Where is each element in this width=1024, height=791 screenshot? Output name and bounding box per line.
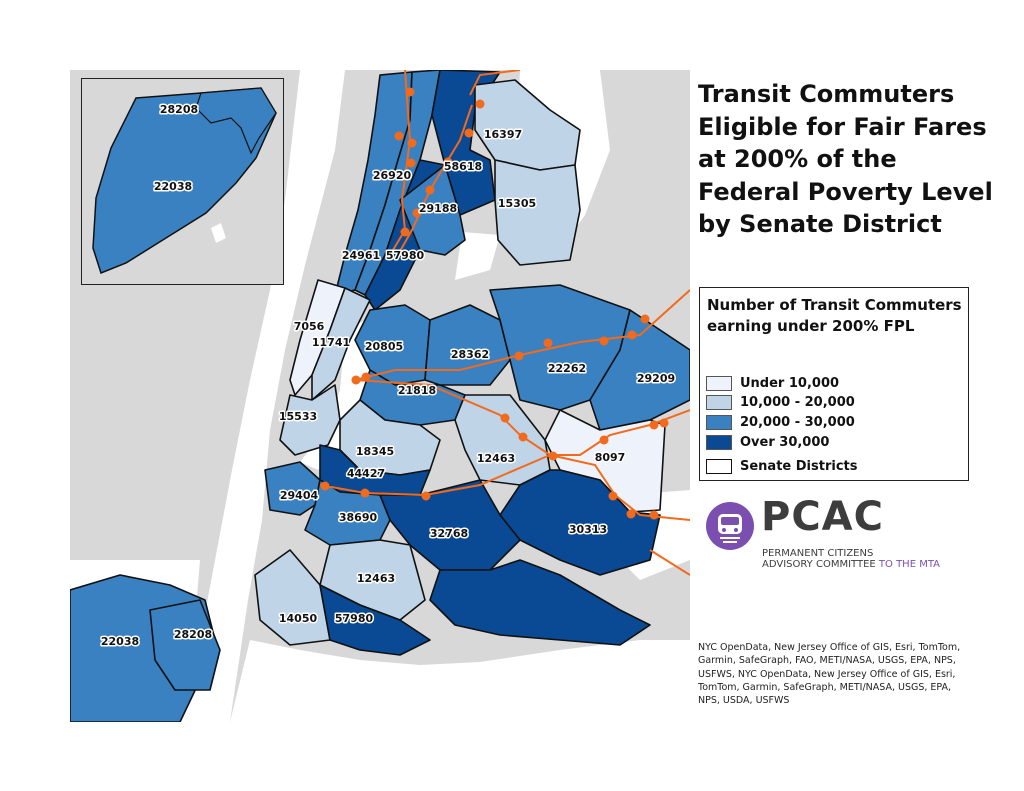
label-d12463: 12463 bbox=[357, 572, 395, 585]
district-14050[interactable] bbox=[254, 549, 331, 646]
map-canvas: 16397 58618 26920 29188 15305 24961 5798… bbox=[70, 70, 690, 722]
pcac-logo: PCAC PERMANENT CITIZENS ADVISORY COMMITT… bbox=[705, 494, 955, 576]
district-20805[interactable] bbox=[354, 304, 431, 386]
rail-stations bbox=[320, 87, 669, 520]
legend-swatch bbox=[706, 458, 732, 474]
logo-name-accent: TO THE MTA bbox=[878, 559, 940, 570]
legend-swatch bbox=[706, 434, 732, 450]
legend-label: 20,000 - 30,000 bbox=[740, 414, 855, 430]
map-title: Transit Commuters Eligible for Fair Fare… bbox=[698, 80, 993, 238]
staten-island-inset[interactable]: 28208 22038 bbox=[81, 78, 284, 285]
label-24961: 24961 bbox=[342, 249, 380, 262]
label-28362: 28362 bbox=[451, 348, 489, 361]
label-28208-main: 28208 bbox=[174, 628, 212, 641]
label-30313: 30313 bbox=[569, 523, 607, 536]
legend-swatch bbox=[706, 394, 732, 410]
inset-pond bbox=[211, 223, 226, 243]
logo-name-line2: ADVISORY COMMITTEE TO THE MTA bbox=[762, 559, 940, 570]
district-15305[interactable] bbox=[454, 394, 551, 486]
label-21818: 21818 bbox=[398, 384, 436, 397]
logo-name-line2-text: ADVISORY COMMITTEE bbox=[762, 559, 876, 570]
legend-label: Senate Districts bbox=[740, 458, 858, 474]
label-22038: 22038 bbox=[154, 180, 192, 193]
label-22262: 22262 bbox=[548, 362, 586, 375]
district-28208-si-main[interactable] bbox=[149, 599, 221, 691]
legend-item-20000-30000: 20,000 - 30,000 bbox=[706, 412, 855, 432]
label-57980: 57980 bbox=[386, 249, 425, 262]
label-44427: 44427 bbox=[347, 467, 385, 480]
label-29209: 29209 bbox=[637, 372, 675, 385]
map[interactable]: 16397 58618 26920 29188 15305 24961 5798… bbox=[70, 70, 690, 722]
legend-label: Under 10,000 bbox=[740, 375, 840, 391]
map-credits: NYC OpenData, New Jersey Office of GIS, … bbox=[698, 642, 961, 707]
label-20805: 20805 bbox=[365, 340, 403, 353]
district-32768[interactable] bbox=[379, 479, 521, 571]
legend-swatch bbox=[706, 375, 732, 391]
legend-label: 10,000 - 20,000 bbox=[740, 394, 855, 410]
label-7056: 7056 bbox=[294, 320, 325, 333]
district-label-38690: 57980 bbox=[335, 612, 374, 625]
label-23068: 38690 bbox=[339, 511, 378, 524]
legend-item-over-30000: Over 30,000 bbox=[706, 432, 829, 452]
district-15533[interactable] bbox=[279, 384, 341, 456]
legend-item-senate-districts: Senate Districts bbox=[706, 456, 858, 476]
label-15305: 12463 bbox=[477, 452, 515, 465]
train-icon bbox=[706, 502, 754, 550]
district-32768-marsh[interactable] bbox=[429, 559, 651, 646]
label-14050: 14050 bbox=[279, 612, 318, 625]
district-11741[interactable] bbox=[311, 287, 371, 401]
label-26920: 26920 bbox=[373, 169, 412, 182]
label-18156: 16397 bbox=[484, 128, 522, 141]
legend-label: Over 30,000 bbox=[740, 434, 830, 450]
legend-swatch bbox=[706, 414, 732, 430]
label-58618: 58618 bbox=[444, 160, 482, 173]
logo-acronym: PCAC bbox=[761, 494, 884, 540]
district-16397[interactable] bbox=[494, 159, 581, 266]
label-8097: 8097 bbox=[595, 451, 626, 464]
district-28208-inset[interactable] bbox=[195, 87, 277, 155]
label-28208: 28208 bbox=[160, 103, 198, 116]
district-28362[interactable] bbox=[424, 304, 511, 386]
legend-item-10000-20000: 10,000 - 20,000 bbox=[706, 392, 855, 412]
label-22038-main: 22038 bbox=[101, 635, 139, 648]
district-38690[interactable] bbox=[319, 584, 431, 656]
label-16397: 15305 bbox=[498, 197, 536, 210]
label-11741: 11741 bbox=[312, 336, 350, 349]
logo-name-line1: PERMANENT CITIZENS bbox=[762, 548, 874, 559]
label-32768: 32768 bbox=[430, 527, 468, 540]
legend-title: Number of Transit Commuters earning unde… bbox=[707, 296, 962, 335]
district-labels: 16397 58618 26920 29188 15305 24961 5798… bbox=[99, 127, 676, 650]
legend: Number of Transit Commuters earning unde… bbox=[699, 287, 969, 481]
label-18345: 18345 bbox=[356, 445, 394, 458]
legend-item-under-10000: Under 10,000 bbox=[706, 373, 839, 393]
district-22262[interactable] bbox=[489, 284, 631, 411]
label-29404: 29404 bbox=[280, 489, 319, 502]
label-15533: 15533 bbox=[279, 410, 317, 423]
label-29188: 29188 bbox=[419, 202, 457, 215]
